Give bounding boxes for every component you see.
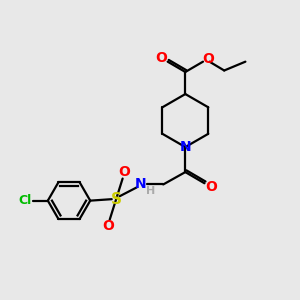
Text: O: O	[118, 165, 130, 179]
Text: O: O	[205, 180, 217, 194]
Text: O: O	[155, 51, 167, 65]
Text: O: O	[102, 219, 114, 233]
Text: Cl: Cl	[18, 194, 32, 207]
Text: S: S	[111, 192, 122, 207]
Text: N: N	[179, 140, 191, 154]
Text: N: N	[135, 177, 146, 191]
Text: O: O	[202, 52, 214, 66]
Text: H: H	[146, 186, 155, 196]
